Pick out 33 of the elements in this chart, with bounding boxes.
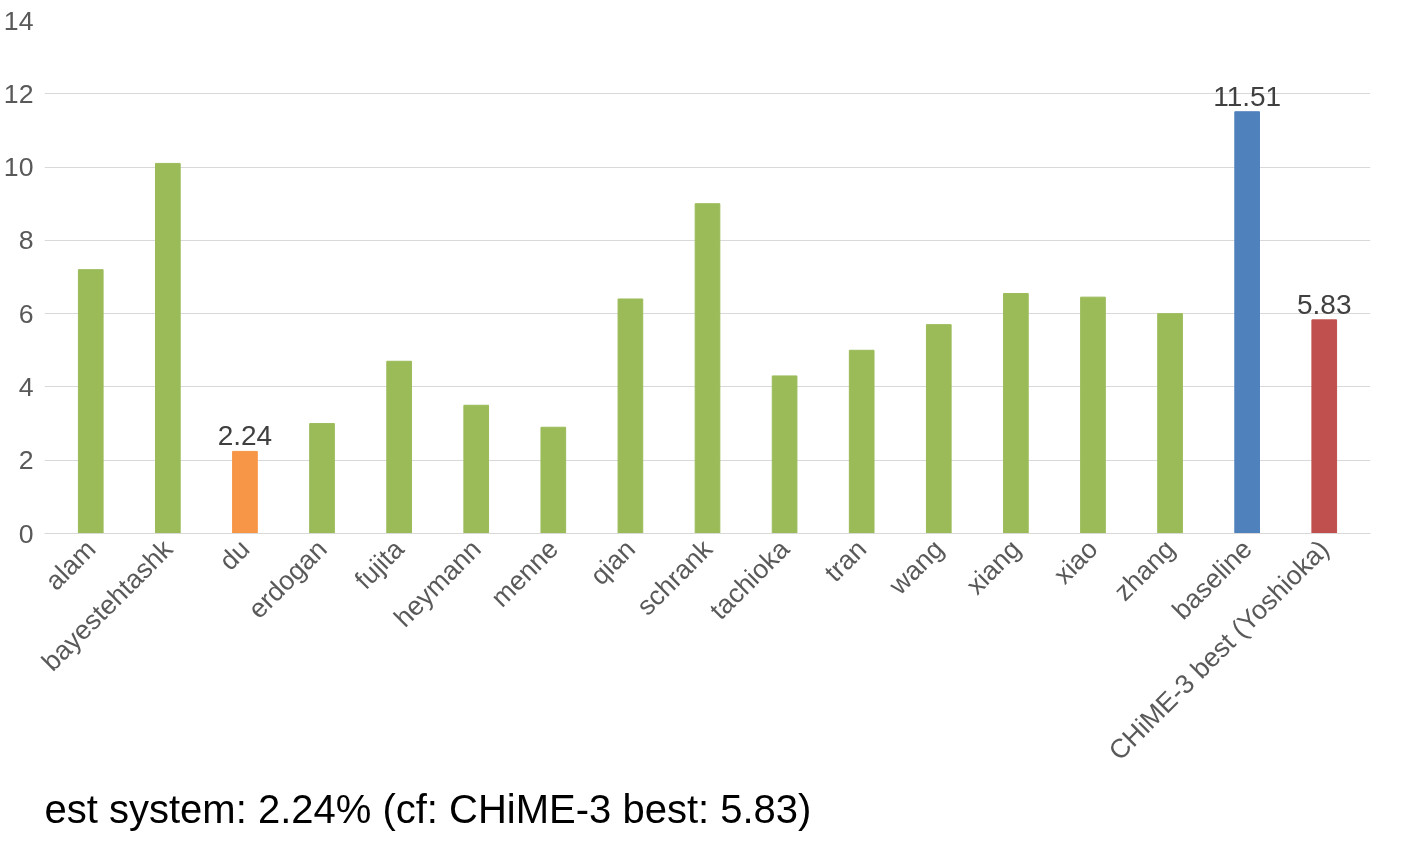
x-tick-label: xiao: [1047, 533, 1104, 590]
data-label: 11.51: [1213, 80, 1282, 112]
bar: [1003, 292, 1029, 534]
bar: [1234, 111, 1260, 534]
y-tick-label: 0: [18, 518, 34, 549]
bar: [1157, 313, 1183, 534]
bar: [848, 349, 875, 534]
x-tick-label: tran: [818, 533, 873, 588]
bar: [155, 162, 181, 534]
y-tick-label: 2: [18, 445, 34, 476]
bar: [771, 375, 798, 534]
x-tick-label: du: [213, 533, 256, 577]
y-tick-label: 6: [18, 298, 34, 329]
y-tick-label: 12: [3, 78, 34, 109]
data-label: 2.24: [217, 420, 273, 452]
y-tick-label: 8: [18, 225, 34, 256]
x-tick-label: qian: [584, 533, 642, 591]
bar: [463, 404, 490, 534]
bar: [309, 423, 335, 534]
bar: [694, 203, 721, 534]
bar: [232, 450, 258, 534]
bar: [540, 426, 567, 534]
bar: [386, 360, 412, 534]
bar: [925, 324, 952, 534]
y-tick-label: 10: [3, 152, 34, 183]
bar: [1080, 296, 1106, 534]
bar: [617, 298, 644, 534]
bar: [1311, 319, 1338, 534]
y-tick-label: 14: [3, 5, 34, 36]
data-label: 5.83: [1297, 288, 1352, 320]
bar: [77, 269, 104, 534]
y-tick-label: 4: [18, 371, 34, 402]
text: est system: 2.24% (cf: CHiME-3 best: 5.83): [44, 786, 812, 831]
